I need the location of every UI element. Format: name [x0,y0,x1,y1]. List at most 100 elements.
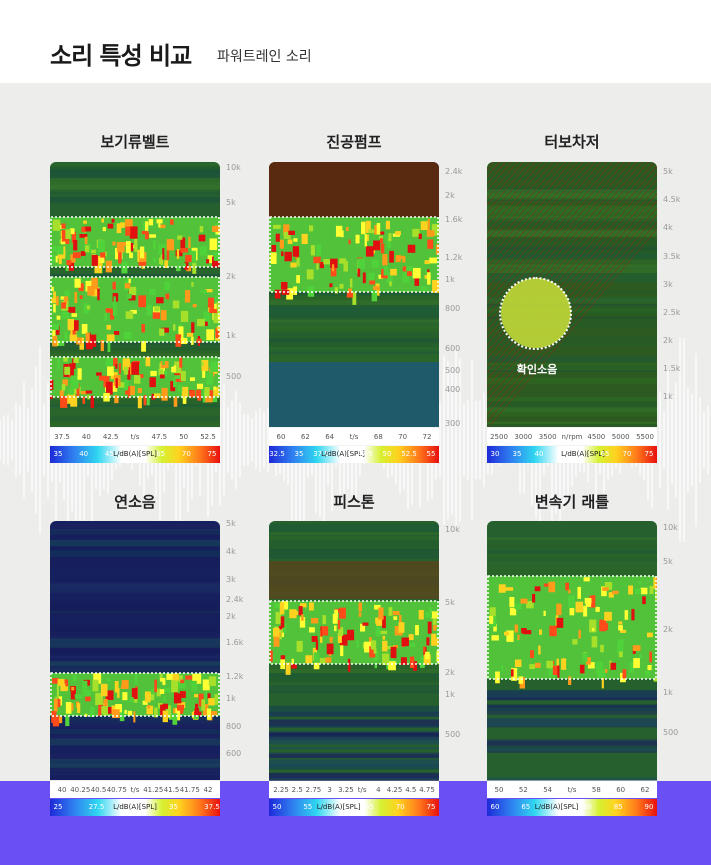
colorbar-label: L/dB(A)[SPL] [113,803,157,811]
x-tick-label: 2.5 [291,786,303,794]
y-tick-label: 2k [663,625,673,634]
y-tick-label: 3k [663,280,673,289]
colorbar-label: L/dB(A)[SPL] [534,803,579,811]
colorbar: 32.5 35 37.5 L/dB(A)[SPL] 47.5 50 52.5 55 [269,446,439,463]
x-tick-label: 54 [543,786,553,794]
x-tick-label: 4.5 [405,786,417,794]
x-axis: 2.25 2.5 2.75 3 3.25 t/s 4 4.25 4.5 4.75 [269,781,439,798]
x-tick-label: 60 [276,433,286,441]
x-tick-label: 4500 [587,433,606,441]
x-tick-label: 3 [327,786,332,794]
x-tick-label: t/s [130,786,140,794]
x-tick-label: 3000 [514,433,533,441]
colorbar-label: 70 [395,803,405,811]
x-tick-label: 40.25 [70,786,91,794]
x-tick-label: 4 [376,786,381,794]
colorbar: 50 55 L/dB(A)[SPL] 65 70 75 [269,799,439,816]
x-tick-label: 37.5 [54,433,70,441]
colorbar-label: 50 [382,450,392,458]
colorbar-label: 27.5 [88,803,105,811]
colorbar-label: 35 [53,450,63,458]
colorbar-label: 45 [104,450,114,458]
y-tick-label: 500 [445,730,461,739]
y-tick-label: 1.2k [445,253,463,262]
x-tick-label: 62 [300,433,310,441]
colorbar-label: 37.5 [313,450,329,458]
y-tick-label: 600 [226,749,242,758]
x-axis: 2500 3000 3500 n/rpm 4500 5000 5500 [487,428,657,445]
colorbar: 60 65 L/dB(A)[SPL] 80 85 90 [487,799,657,816]
y-tick-label: 3k [226,575,236,584]
x-tick-label: 5000 [611,433,630,441]
y-tick-label: 1k [445,690,455,699]
colorbar-label: 85 [613,803,623,811]
colorbar-label: 55 [303,803,313,811]
y-tick-label: 1.2k [226,672,244,681]
colorbar-label: 65 [364,803,374,811]
y-tick-label: 500 [663,728,679,737]
y-tick-label: 800 [226,722,242,731]
x-tick-label: 50 [494,786,504,794]
colorbar: 30 35 40 45 L/dB(A)[SPL] 65 70 75 [487,446,657,463]
colorbar-label: 35 [169,803,178,811]
colorbar-label: 75 [426,803,436,811]
y-tick-label: 600 [445,344,461,353]
x-tick-label: 40.75 [106,786,127,794]
colorbar-label: 40 [534,450,544,458]
y-tick-label: 2k [226,612,236,621]
spectrogram-combustion [50,521,220,786]
colorbar-label: 45 [556,450,566,458]
y-tick-label: 2k [663,336,673,345]
y-tick-label: 4k [663,223,673,232]
spectrogram-belt [50,162,220,427]
y-tick-label: 2.5k [663,308,681,317]
y-tick-label: 1.5k [663,364,681,373]
page-title: 소리 특성 비교 [50,42,192,70]
x-tick-label: 40.5 [90,786,107,794]
y-tick-label: 300 [445,419,461,428]
y-tick-label: 1.6k [226,638,244,647]
y-tick-label: 5k [226,519,236,528]
y-tick-label: 2k [226,272,236,281]
colorbar-label: 60 [490,803,500,811]
x-axis: 60 62 64 t/s 68 70 72 [269,428,439,445]
page-subtitle: 파워트레인 소리 [217,49,312,65]
x-tick-label: t/s [349,433,359,441]
y-tick-label: 10k [663,523,678,532]
spectrogram-piston [269,521,439,786]
x-tick-label: t/s [357,786,367,794]
x-tick-label: 64 [325,433,335,441]
y-tick-label: 10k [445,525,460,534]
x-tick-label: t/s [130,433,140,441]
panel-title-transmission-rattle: 변속기 래틀 [534,493,610,511]
x-tick-label: 3500 [538,433,557,441]
colorbar-label: L/dB(A)[SPL] [113,450,157,458]
y-tick-label: 10k [226,163,241,172]
x-axis: 37.5 40 42.5 t/s 47.5 50 52.5 [50,428,220,445]
colorbar-label: 50 [272,803,282,811]
colorbar-label: 75 [644,450,654,458]
x-tick-label: 4.75 [419,786,435,794]
colorbar-label: 40 [79,450,89,458]
x-axis: 40 40.25 40.5 40.75 t/s 41.25 41.5 41.75 42 [50,781,220,798]
y-tick-label: 1k [226,331,236,340]
x-axis: 50 52 54 t/s 58 60 62 [487,781,657,798]
colorbar-label: 47.5 [357,450,373,458]
x-tick-label: 62 [640,786,650,794]
x-tick-label: 70 [398,433,408,441]
y-tick-label: 2k [445,668,455,677]
x-tick-label: 42 [203,786,213,794]
y-tick-label: 500 [226,372,242,381]
x-tick-label: 40 [81,433,91,441]
spectrogram-vacuum-pump [269,162,439,427]
x-tick-label: 52 [518,786,528,794]
y-tick-label: 3.5k [663,252,681,261]
x-tick-label: 2.25 [273,786,289,794]
highlight-circle [499,277,572,350]
colorbar-label: 32.5 [269,450,285,458]
x-tick-label: 72 [422,433,432,441]
x-tick-label: 2.75 [305,786,322,794]
colorbar-label: 25 [53,803,63,811]
colorbar-label: 90 [644,803,654,811]
x-tick-label: 42.5 [102,433,119,441]
